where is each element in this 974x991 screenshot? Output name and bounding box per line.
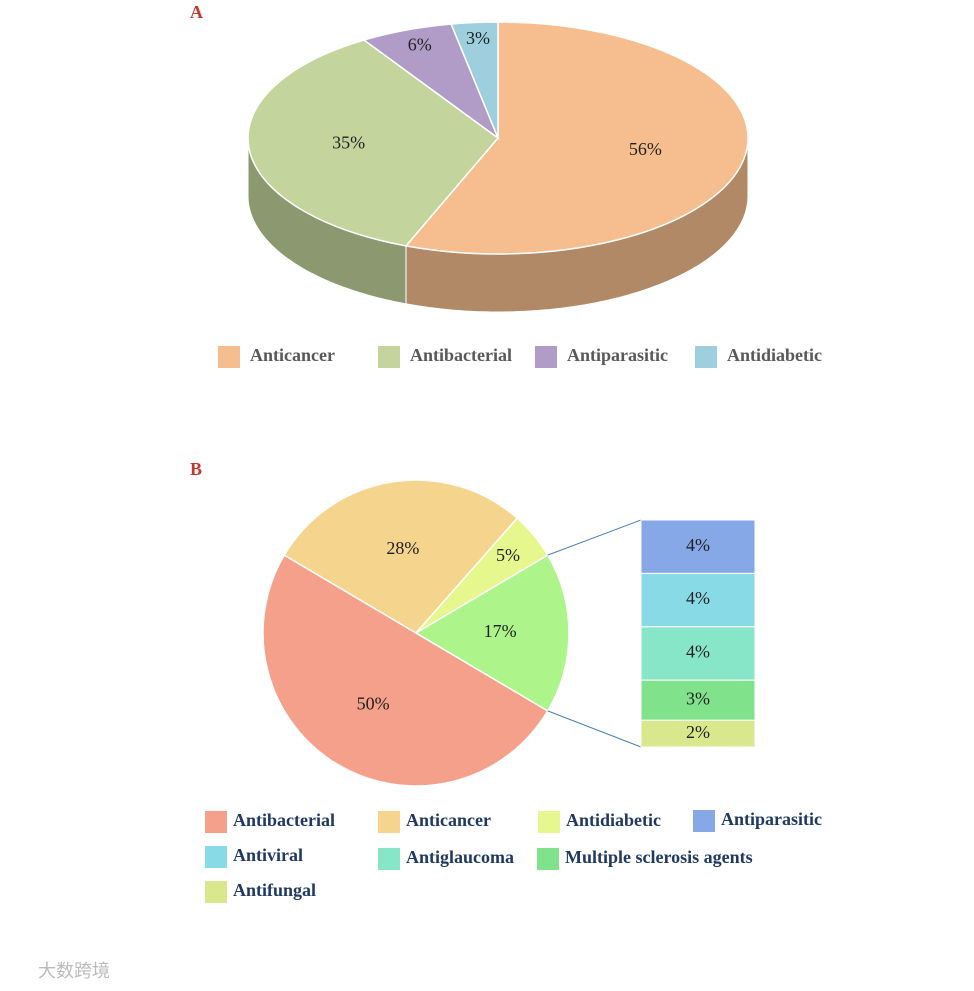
legend-swatch <box>693 810 715 832</box>
connector <box>547 519 642 556</box>
value-label: 3% <box>686 688 710 708</box>
value-label: 6% <box>408 34 432 54</box>
bar-segment <box>640 679 756 721</box>
value-label: 3% <box>466 28 490 48</box>
value-label: 4% <box>686 642 710 662</box>
slice <box>450 21 499 139</box>
connector <box>547 710 642 748</box>
legend-swatch <box>205 811 227 833</box>
bar-segment <box>640 626 756 681</box>
legend-label: Antiparasitic <box>721 809 822 829</box>
value-label: 28% <box>386 538 419 558</box>
value-label: 50% <box>357 694 390 714</box>
legend-label: Anticancer <box>406 810 491 830</box>
legend-label: Multiple sclerosis agents <box>565 847 753 867</box>
legend-swatch <box>378 848 400 870</box>
legend-label: Antifungal <box>233 880 316 900</box>
legend-label: Antidiabetic <box>727 345 822 365</box>
panel-label: B <box>190 459 202 479</box>
slice <box>414 554 570 712</box>
legend-label: Antiparasitic <box>567 345 668 365</box>
legend-label: Anticancer <box>250 345 335 365</box>
value-label: 56% <box>629 139 662 159</box>
legend-swatch <box>205 846 227 868</box>
legend-swatch <box>378 811 400 833</box>
legend-label: Antibacterial <box>410 345 512 365</box>
legend-swatch <box>378 346 400 368</box>
slice <box>247 39 500 247</box>
slice <box>404 21 749 255</box>
panel-label: A <box>190 2 203 22</box>
legend-swatch <box>537 848 559 870</box>
legend-label: Antiglaucoma <box>406 847 514 867</box>
value-label: 17% <box>484 621 517 641</box>
bar-segment <box>640 719 756 748</box>
legend-label: Antidiabetic <box>566 810 661 830</box>
value-label: 2% <box>686 722 710 742</box>
legend-label: Antiviral <box>233 845 303 865</box>
value-label: 4% <box>686 535 710 555</box>
legend-label: Antibacterial <box>233 810 335 830</box>
watermark: 大数跨境 <box>38 961 110 982</box>
legend-swatch <box>218 346 240 368</box>
value-label: 4% <box>686 588 710 608</box>
slice <box>283 479 519 634</box>
value-label: 35% <box>332 133 365 153</box>
slice <box>262 554 549 787</box>
legend-swatch <box>205 881 227 903</box>
legend-swatch <box>538 811 560 833</box>
value-label: 5% <box>496 545 520 565</box>
legend-swatch <box>535 346 557 368</box>
legend-swatch <box>695 346 717 368</box>
